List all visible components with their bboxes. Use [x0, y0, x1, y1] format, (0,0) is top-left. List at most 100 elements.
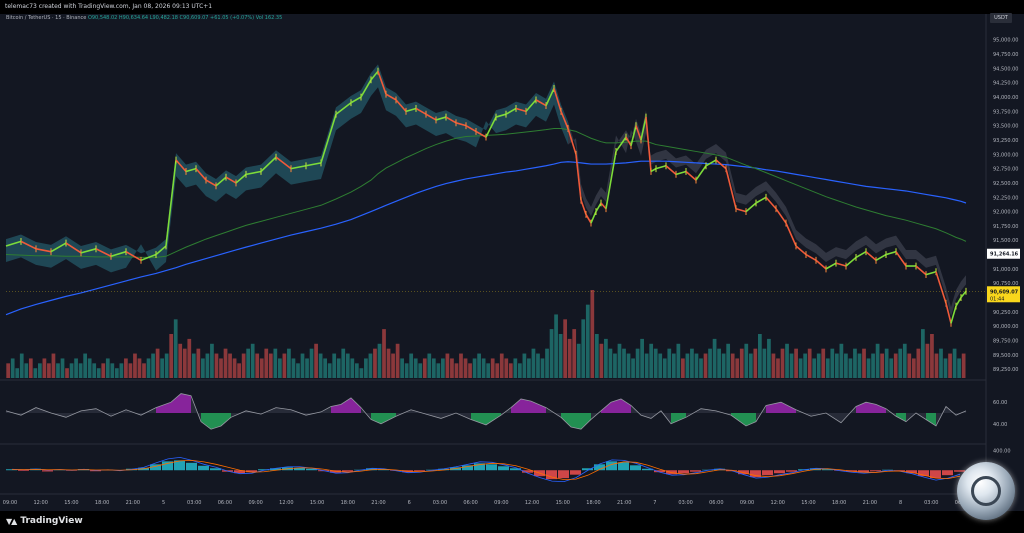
price-segment — [605, 151, 617, 209]
volume-bar — [201, 358, 205, 378]
macd-histogram-bar — [498, 466, 509, 471]
macd-histogram-bar — [270, 468, 281, 471]
volume-bar — [477, 353, 481, 378]
macd-histogram-bar — [42, 470, 53, 472]
price-segment — [735, 207, 747, 213]
volume-bar — [848, 358, 853, 378]
volume-bar — [368, 353, 373, 378]
volume-bar — [690, 348, 694, 378]
volume-bar — [726, 343, 731, 378]
price-segment — [945, 303, 952, 324]
volume-bar — [196, 348, 201, 378]
volume-bar — [87, 358, 92, 378]
macd-histogram-bar — [438, 468, 449, 471]
volume-bar — [649, 343, 654, 378]
price-segment — [185, 167, 197, 173]
volume-bar — [19, 353, 24, 378]
price-segment — [650, 167, 657, 173]
price-segment — [535, 99, 547, 107]
price-series — [5, 67, 986, 327]
price-segment — [785, 222, 797, 247]
volume-bar — [400, 358, 404, 378]
volume-bar — [146, 358, 151, 378]
x-tick-label: 6 — [408, 500, 411, 506]
oscillator-fill — [561, 413, 571, 428]
tradingview-icon: ▼▲ — [6, 516, 17, 526]
volume-bar — [898, 348, 903, 378]
price-axis: 95,000.00 94,750.00 94,500.00 94,250.00 94,0… — [993, 38, 1018, 455]
ohlc-values: O90,548.02 H90,634.64 L90,482.18 C90,609… — [87, 15, 255, 21]
volume-bar — [422, 358, 427, 378]
chart-frame[interactable] — [0, 14, 1024, 511]
price-segment — [925, 270, 937, 276]
macd-histogram-bar — [414, 470, 425, 472]
volume-bar — [893, 353, 898, 378]
volume-bar — [60, 358, 65, 378]
x-tick-label: 12:00 — [525, 500, 539, 506]
price-segment — [590, 211, 597, 224]
price-segment — [725, 168, 737, 209]
y-tick-label: 90,250.00 — [993, 310, 1018, 316]
currency-unit-button[interactable]: USDT — [990, 13, 1012, 23]
price-segment — [195, 168, 207, 181]
price-segment — [685, 170, 697, 181]
volume-bar — [889, 358, 894, 378]
last-price-label: 90,609.07 — [990, 289, 1019, 295]
macd-histogram-bar — [462, 465, 473, 471]
volume-bar — [703, 353, 708, 378]
oscillator-fill — [896, 413, 906, 422]
volume-bar — [486, 363, 491, 378]
volume-bar — [305, 358, 309, 378]
volume-bar — [735, 358, 740, 378]
tradingview-logo[interactable]: ▼▲ TradingView — [6, 516, 83, 526]
tradingview-wordmark: TradingView — [20, 516, 83, 526]
price-segment — [485, 116, 497, 138]
volume-bar — [540, 358, 545, 378]
price-segment — [50, 242, 67, 253]
macd-histogram-bar — [594, 464, 605, 471]
price-segment — [625, 136, 632, 147]
price-segment — [795, 245, 807, 256]
x-tick-label: 12:00 — [33, 500, 47, 506]
oscillator-fill — [571, 413, 581, 430]
volume-bar — [441, 358, 445, 378]
price-segment — [95, 248, 112, 257]
volume-bar — [92, 363, 97, 378]
price-segment — [335, 102, 352, 115]
volume-bar — [753, 348, 758, 378]
volume-bar — [549, 329, 554, 378]
price-segment — [545, 88, 555, 106]
price-segment — [445, 116, 457, 124]
price-segment — [20, 240, 37, 250]
volume-bar — [404, 363, 409, 378]
volume-bar — [255, 353, 260, 378]
oscillator-fill — [341, 397, 351, 413]
volume-bar — [282, 353, 287, 378]
volume-bar — [825, 358, 830, 378]
macd-histogram-bar — [906, 470, 917, 474]
volume-bar — [617, 343, 622, 378]
attribution-bar: telemac73 created with TradingView.com, … — [0, 0, 1024, 14]
macd-histogram-bar — [642, 468, 653, 471]
price-segment — [290, 164, 307, 170]
volume-bar — [604, 338, 608, 378]
volume-bar — [350, 358, 355, 378]
volume-bar — [816, 353, 821, 378]
coin-logo-icon — [957, 462, 1015, 520]
volume-bar — [767, 338, 771, 378]
price-segment — [630, 125, 637, 146]
volume-bar — [37, 363, 42, 378]
x-tick-label: 09:00 — [248, 500, 262, 506]
price-segment — [65, 242, 82, 254]
price-segment — [110, 250, 127, 258]
macd-histogram-bar — [306, 468, 317, 471]
price-segment — [815, 259, 827, 270]
volume-bar — [640, 338, 644, 378]
volume-bar — [345, 353, 350, 378]
volume-bar — [522, 353, 527, 378]
volume-bar — [155, 348, 160, 378]
macd-histogram-bar — [918, 470, 929, 477]
price-segment — [235, 173, 247, 184]
